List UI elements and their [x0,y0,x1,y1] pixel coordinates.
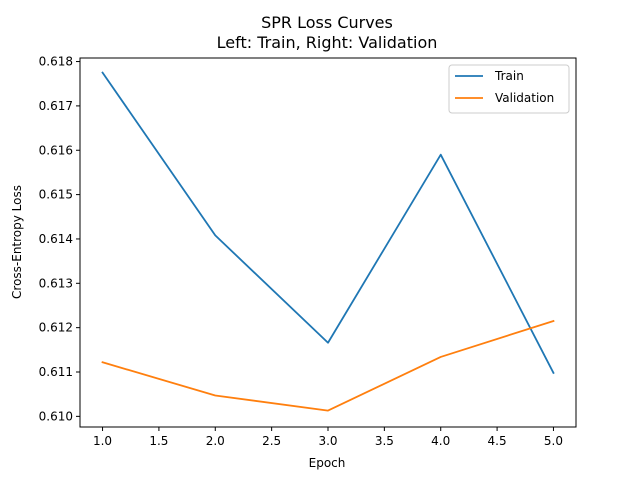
x-tick-label: 4.0 [431,434,450,448]
y-tick-label: 0.614 [39,232,73,246]
y-tick-label: 0.612 [39,321,73,335]
x-tick-label: 3.0 [318,434,337,448]
x-tick-label: 4.5 [488,434,507,448]
legend-box [448,64,570,114]
x-tick-label: 3.5 [375,434,394,448]
y-tick-label: 0.611 [39,365,73,379]
legend-label-train: Train [494,69,524,83]
y-tick-label: 0.615 [39,188,73,202]
y-axis-label: Cross-Entropy Loss [10,185,24,299]
x-axis-label: Epoch [309,456,346,470]
x-tick-label: 2.5 [262,434,281,448]
x-tick-label: 5.0 [544,434,563,448]
plot-area: 1.0 1.5 2.0 2.5 3.0 3.5 4.0 4.5 5.0 0.610 0.611 0.6… [39,55,577,448]
y-tick-label: 0.613 [39,276,73,290]
legend: Train Validation [448,64,570,114]
series-line-train [101,71,555,375]
x-tick-label: 1.5 [149,434,168,448]
y-tick-label: 0.610 [39,409,73,423]
legend-label-validation: Validation [495,91,554,105]
chart-subtitle: Left: Train, Right: Validation [217,33,438,52]
y-tick-label: 0.618 [39,55,73,69]
series-line-validation [101,319,555,412]
x-tick-label: 1.0 [93,434,112,448]
y-tick-label: 0.617 [39,99,73,113]
chart-title: SPR Loss Curves [261,13,393,32]
x-tick-label: 2.0 [206,434,225,448]
y-tick-label: 0.616 [39,143,73,157]
